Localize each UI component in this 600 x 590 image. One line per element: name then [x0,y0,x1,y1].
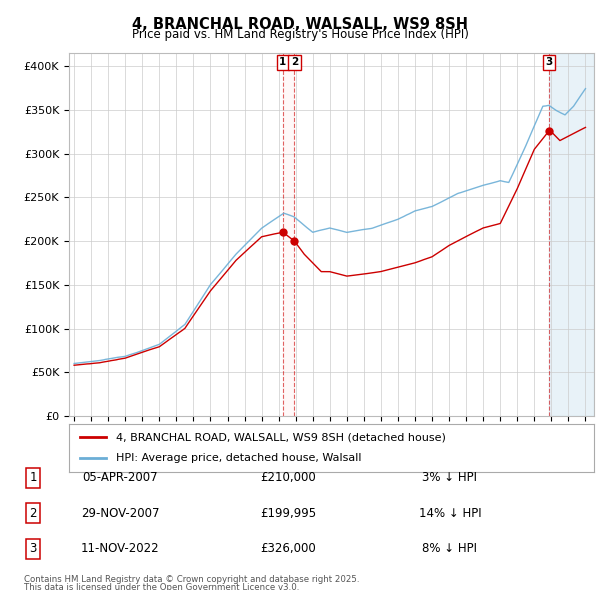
Text: 3% ↓ HPI: 3% ↓ HPI [422,471,478,484]
Text: £326,000: £326,000 [260,542,316,555]
Text: £210,000: £210,000 [260,471,316,484]
Text: 2: 2 [291,57,298,67]
Text: 4, BRANCHAL ROAD, WALSALL, WS9 8SH: 4, BRANCHAL ROAD, WALSALL, WS9 8SH [132,17,468,31]
Text: 2: 2 [29,507,37,520]
Text: HPI: Average price, detached house, Walsall: HPI: Average price, detached house, Wals… [116,454,362,464]
Text: 11-NOV-2022: 11-NOV-2022 [80,542,160,555]
Bar [549,53,594,416]
Text: £199,995: £199,995 [260,507,316,520]
Text: This data is licensed under the Open Government Licence v3.0.: This data is licensed under the Open Gov… [24,583,299,590]
Text: 1: 1 [29,471,37,484]
Text: 8% ↓ HPI: 8% ↓ HPI [422,542,478,555]
Text: 29-NOV-2007: 29-NOV-2007 [81,507,159,520]
Bar [283,53,295,416]
Text: 3: 3 [545,57,553,67]
Text: 1: 1 [279,57,287,67]
Text: 05-APR-2007: 05-APR-2007 [82,471,158,484]
Text: 4, BRANCHAL ROAD, WALSALL, WS9 8SH (detached house): 4, BRANCHAL ROAD, WALSALL, WS9 8SH (deta… [116,432,446,442]
Text: 14% ↓ HPI: 14% ↓ HPI [419,507,481,520]
Text: Contains HM Land Registry data © Crown copyright and database right 2025.: Contains HM Land Registry data © Crown c… [24,575,359,584]
Text: 3: 3 [29,542,37,555]
Text: Price paid vs. HM Land Registry's House Price Index (HPI): Price paid vs. HM Land Registry's House … [131,28,469,41]
